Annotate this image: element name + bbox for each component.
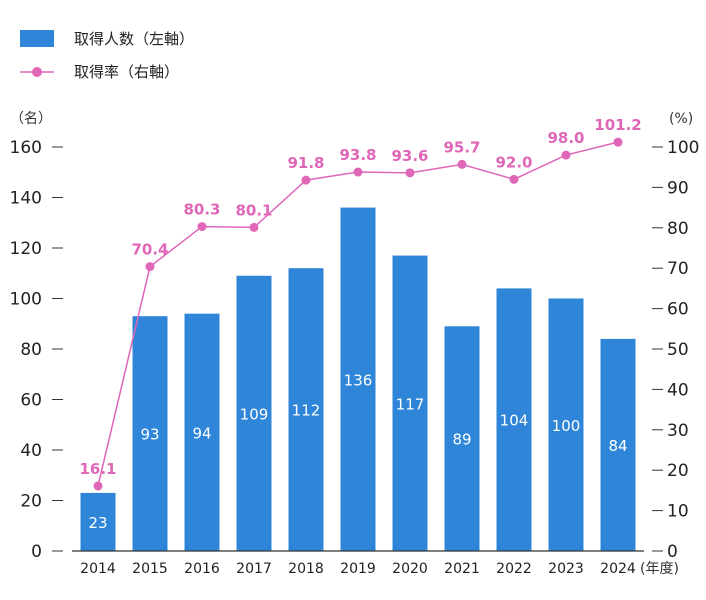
bar-value-label: 23 [88,514,107,532]
bar [340,207,376,551]
right-tick-label: 60 [667,300,689,320]
x-tick-label: 2019 [340,561,376,577]
bar [444,326,480,551]
left-tick-label: 160 [10,138,42,158]
left-axis-unit: （名） [10,111,52,127]
x-tick-label: 2024 [600,561,636,577]
bar [184,313,220,551]
rate-point [509,174,519,184]
rate-value-label: 91.8 [287,154,324,172]
bar-value-label: 100 [552,417,581,435]
bar [496,288,532,551]
rate-value-label: 80.1 [235,201,272,219]
legend-bar-label: 取得人数（左軸） [74,30,195,48]
x-tick-label: 2020 [392,561,428,577]
right-axis-unit: (%) [669,111,693,127]
right-tick-label: 70 [667,259,689,279]
right-tick-label: 10 [667,502,689,522]
left-tick-label: 120 [10,239,42,259]
left-tick-label: 80 [20,340,42,360]
bar-value-label: 94 [192,424,211,442]
bar [236,275,272,551]
right-tick-label: 50 [667,340,689,360]
right-tick-label: 40 [667,380,689,400]
rate-point [613,137,623,147]
x-tick-label: 2014 [80,561,116,577]
bar-value-label: 84 [608,437,627,455]
x-tick-label: 2015 [132,561,168,577]
legend-line: 取得率（右軸） [20,61,179,82]
rate-point [249,222,259,232]
bar [80,492,116,551]
x-axis-unit: (年度) [640,561,679,577]
x-tick-label: 2023 [548,561,584,577]
rate-value-label: 95.7 [443,138,480,156]
right-tick-label: 20 [667,461,689,481]
bar [392,255,428,551]
rate-point [353,167,363,177]
rate-value-label: 93.8 [339,146,376,164]
legend-line-marker [20,66,54,77]
bars-group: 23 93 94 109 112 136 117 89 104 100 84 [80,207,636,551]
bar [288,268,324,551]
rate-point [405,168,415,178]
left-tick-label: 140 [10,189,42,209]
rate-point [561,150,571,160]
rate-point [301,175,311,185]
legend-bar-swatch [20,30,54,47]
legend-bar: 取得人数（左軸） [20,28,194,49]
bar [132,316,168,551]
right-tick-label: 90 [667,178,689,198]
left-tick-label: 20 [20,492,42,512]
rate-value-label: 70.4 [131,241,168,259]
rate-point [457,159,467,169]
right-tick-label: 80 [667,219,689,239]
left-tick-label: 0 [31,542,42,562]
x-tick-label: 2017 [236,561,272,577]
rate-point [197,222,207,232]
x-tick-label: 2022 [496,561,532,577]
bar-value-label: 117 [396,395,425,413]
rate-value-label: 16.1 [79,460,116,478]
right-tick-label: 0 [667,542,678,562]
bar-value-label: 104 [500,412,529,430]
left-tick-label: 60 [20,391,42,411]
axes-group: 0 20 40 60 80 100 120 140 160 0 10 20 30 40 50 60 70 80 90… [10,138,700,577]
bar [548,298,584,551]
legend-line-label: 取得率（右軸） [74,63,180,81]
bar-value-label: 136 [344,371,373,389]
rate-value-label: 80.3 [183,201,220,219]
rate-value-label: 93.6 [391,147,428,165]
left-tick-label: 100 [10,290,42,310]
x-tick-label: 2021 [444,561,480,577]
right-tick-label: 100 [667,138,699,158]
bar-value-label: 109 [240,405,269,423]
bar-value-label: 93 [140,426,159,444]
rate-point [93,481,103,491]
bar-value-label: 89 [452,431,471,449]
bar [600,338,636,551]
left-tick-label: 40 [20,441,42,461]
bar-value-label: 112 [292,402,321,420]
rate-value-label: 101.2 [594,116,641,134]
x-tick-label: 2016 [184,561,220,577]
rate-value-label: 92.0 [495,153,532,171]
x-tick-label: 2018 [288,561,324,577]
rate-value-label: 98.0 [547,129,584,147]
rate-point [145,262,155,272]
right-tick-label: 30 [667,421,689,441]
rate-line-group: 16.1 70.4 80.3 80.1 91.8 93.8 93.6 95.7 92.0 98.0… [79,116,642,491]
